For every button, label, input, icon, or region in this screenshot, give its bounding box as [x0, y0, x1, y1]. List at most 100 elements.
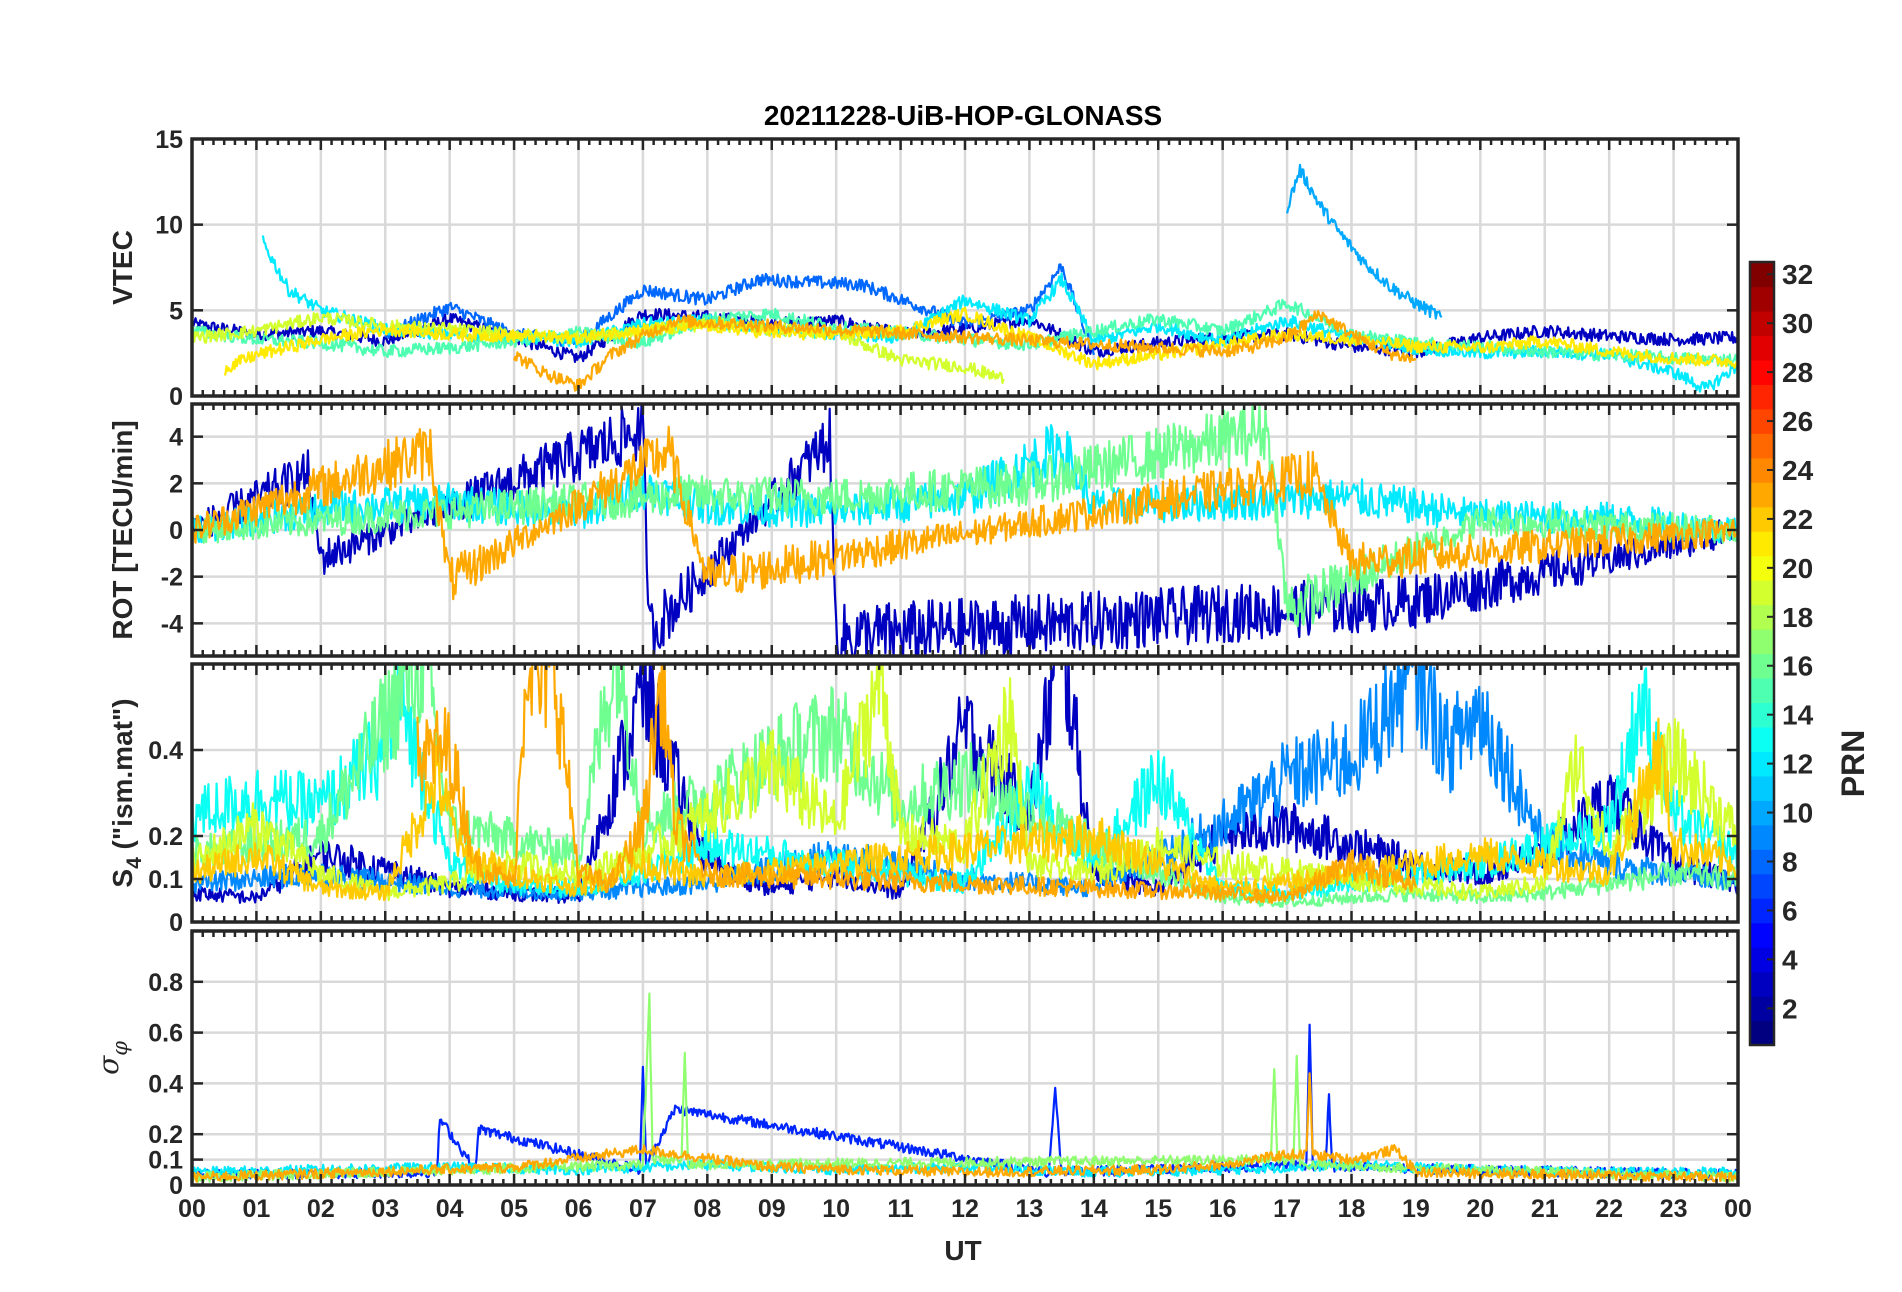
x-tick-label: 13: [1016, 1195, 1044, 1223]
colorbar-swatch: [1750, 971, 1774, 997]
x-ticks-s4: [190, 664, 1740, 922]
series-group-s4: [192, 664, 1738, 908]
colorbar-tick-label: 8: [1782, 846, 1798, 877]
x-tick-label: 11: [887, 1195, 914, 1223]
y-tick-label: 0.8: [148, 969, 183, 997]
series-line-vtec-prn-23: [513, 309, 1417, 392]
x-tick-label: 06: [565, 1195, 593, 1223]
x-tick-label: 01: [243, 1195, 271, 1223]
series-line-rot-prn-23: [192, 425, 1738, 601]
series-group-vtec: [192, 163, 1738, 393]
x-tick-label: 19: [1402, 1195, 1430, 1223]
series-line-vtec-prn-10: [1286, 163, 1443, 320]
x-tick-label: 17: [1273, 1195, 1301, 1223]
colorbar-swatch: [1750, 1020, 1774, 1046]
colorbar-tick-label: 30: [1782, 308, 1813, 339]
x-tick-label: 07: [629, 1195, 657, 1223]
x-tick-label: 20: [1466, 1195, 1494, 1223]
y-tick-label: 0: [169, 383, 183, 411]
panel-sigma_phi: 00.10.2 0.4 0.6 0.8 σφ: [92, 929, 1740, 1200]
y-tick-label: 0: [169, 1172, 183, 1200]
y-axis-label-sigma_phi: σφ: [92, 1041, 132, 1075]
x-ticks-sigma_phi: [190, 931, 1740, 1185]
series-line-rot-prn-16: [192, 404, 1738, 628]
x-tick-label: 08: [693, 1195, 721, 1223]
series-line-s4-prn-19: [192, 664, 1738, 902]
colorbar-tick-label: 4: [1782, 944, 1798, 975]
colorbar-tick-label: 32: [1782, 259, 1813, 290]
x-tick-label: 00: [1724, 1195, 1752, 1223]
colorbar-label: PRN: [1835, 730, 1871, 798]
x-tick-label: 18: [1338, 1195, 1366, 1223]
y-axis-label-rot: ROT [TECU/min]: [107, 420, 138, 639]
x-tick-label: 10: [822, 1195, 850, 1223]
colorbar-tick-label: 10: [1782, 798, 1813, 829]
y-axis-label-main: S: [107, 869, 138, 888]
y-tick-label: 0.2: [148, 1121, 183, 1149]
colorbar-tick-label: 14: [1782, 700, 1814, 731]
y-tick-label: 0.1: [148, 1147, 183, 1175]
colorbar-tick-label: 28: [1782, 357, 1813, 388]
colorbar-tick-label: 20: [1782, 553, 1813, 584]
series-line-vtec-prn-21: [224, 306, 1738, 376]
colorbar-swatch: [1750, 286, 1774, 312]
colorbar-swatch: [1750, 531, 1774, 557]
colorbar-swatch: [1750, 775, 1774, 801]
colorbar-tick-label: 2: [1782, 993, 1798, 1024]
colorbar-swatch: [1750, 824, 1774, 850]
y-tick-label: 0.4: [148, 737, 183, 765]
colorbar-tick-label: 18: [1782, 602, 1813, 633]
y-axis-label-s4: S4 ("ism.mat"): [107, 698, 146, 887]
y-axis-label-main: σ: [92, 1055, 125, 1075]
x-tick-label: 22: [1595, 1195, 1623, 1223]
x-tick-label: 16: [1209, 1195, 1237, 1223]
colorbar-tick-label: 22: [1782, 504, 1813, 535]
y-tick-label: 0.2: [148, 823, 183, 851]
x-axis-label: UT: [944, 1235, 981, 1266]
x-tick-label: 09: [758, 1195, 786, 1223]
y-tick-label: -4: [161, 610, 183, 638]
x-tick-label: 14: [1080, 1195, 1108, 1223]
colorbar-swatch: [1750, 433, 1774, 459]
colorbar-tick-label: 12: [1782, 749, 1813, 780]
y-tick-label: 15: [155, 126, 183, 154]
y-tick-label: 2: [169, 470, 183, 498]
y-axis-label-vtec: VTEC: [107, 230, 138, 305]
y-tick-label: 0.1: [148, 866, 183, 894]
colorbar-swatch: [1750, 726, 1774, 752]
x-tick-label: 00: [178, 1195, 206, 1223]
y-tick-label: 4: [169, 424, 183, 452]
colorbar-swatch: [1750, 482, 1774, 508]
colorbar-frame: [1748, 260, 1776, 1047]
series-group-rot: [192, 404, 1738, 656]
chart-title: 20211228-UiB-HOP-GLONASS: [764, 100, 1162, 131]
colorbar-tick-label: 6: [1782, 895, 1798, 926]
x-ticks-vtec: [190, 139, 1740, 396]
y-tick-label: 5: [169, 297, 183, 325]
x-tick-label: 21: [1531, 1195, 1559, 1223]
series-line-rot-prn-3: [192, 404, 1738, 656]
y-axis-label-sub: φ: [108, 1041, 132, 1056]
x-tick-label: 03: [371, 1195, 399, 1223]
colorbar-swatch: [1750, 873, 1774, 899]
x-tick-label: 05: [500, 1195, 528, 1223]
x-tick-label: 04: [436, 1195, 464, 1223]
x-tick-labels: 00 01 02 03 04 05 06 07 08 09 10 11 12 13 14 15 16 17 18 19…: [178, 1195, 1752, 1223]
y-tick-label: 10: [155, 212, 183, 240]
colorbar-swatch: [1750, 580, 1774, 606]
y-tick-label: 0: [169, 517, 183, 545]
x-tick-label: 02: [307, 1195, 335, 1223]
series-line-vtec-prn-19: [192, 311, 1005, 384]
y-axis-label-sub: 4: [123, 857, 146, 869]
colorbar-swatch: [1750, 629, 1774, 655]
y-tick-label: 0.4: [148, 1070, 183, 1098]
colorbar-tick-label: 26: [1782, 406, 1813, 437]
x-ticks-rot: [190, 404, 1740, 656]
panel-s4: 00.10.20.4S4 ("ism.mat"): [107, 662, 1740, 937]
y-tick-label: -2: [161, 564, 183, 592]
colorbar-tick-label: 16: [1782, 651, 1813, 682]
panel-vtec: 0 5 10 15 VTEC: [107, 126, 1740, 411]
